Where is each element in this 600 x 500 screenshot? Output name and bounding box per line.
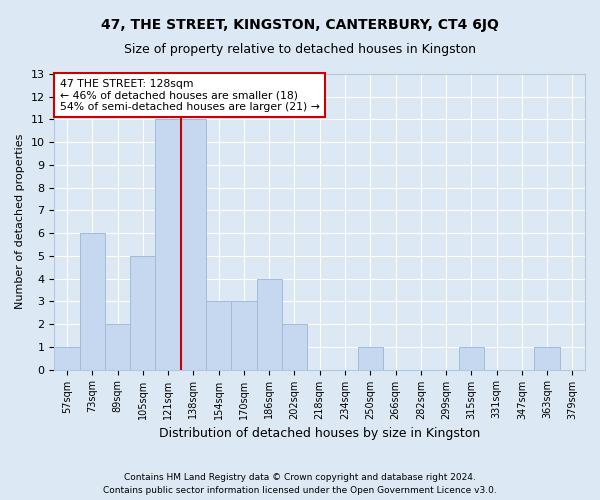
Bar (155, 120, 181, 370)
X-axis label: Distribution of detached houses by size in Kingston: Distribution of detached houses by size … (159, 427, 481, 440)
Bar (181, 120, 206, 370)
Bar (206, 302, 231, 370)
Text: Contains public sector information licensed under the Open Government Licence v3: Contains public sector information licen… (103, 486, 497, 495)
Y-axis label: Number of detached properties: Number of detached properties (15, 134, 25, 310)
Bar (130, 256, 155, 370)
Text: Contains HM Land Registry data © Crown copyright and database right 2024.: Contains HM Land Registry data © Crown c… (124, 472, 476, 482)
Bar (105, 324, 130, 370)
Bar (257, 278, 282, 370)
Bar (80, 233, 105, 370)
Bar (535, 347, 560, 370)
Bar (231, 302, 257, 370)
Text: 47, THE STREET, KINGSTON, CANTERBURY, CT4 6JQ: 47, THE STREET, KINGSTON, CANTERBURY, CT… (101, 18, 499, 32)
Text: 47 THE STREET: 128sqm
← 46% of detached houses are smaller (18)
54% of semi-deta: 47 THE STREET: 128sqm ← 46% of detached … (60, 78, 320, 112)
Text: Size of property relative to detached houses in Kingston: Size of property relative to detached ho… (124, 42, 476, 56)
Bar (358, 347, 383, 370)
Bar (55, 347, 80, 370)
Bar (458, 347, 484, 370)
Bar (282, 324, 307, 370)
